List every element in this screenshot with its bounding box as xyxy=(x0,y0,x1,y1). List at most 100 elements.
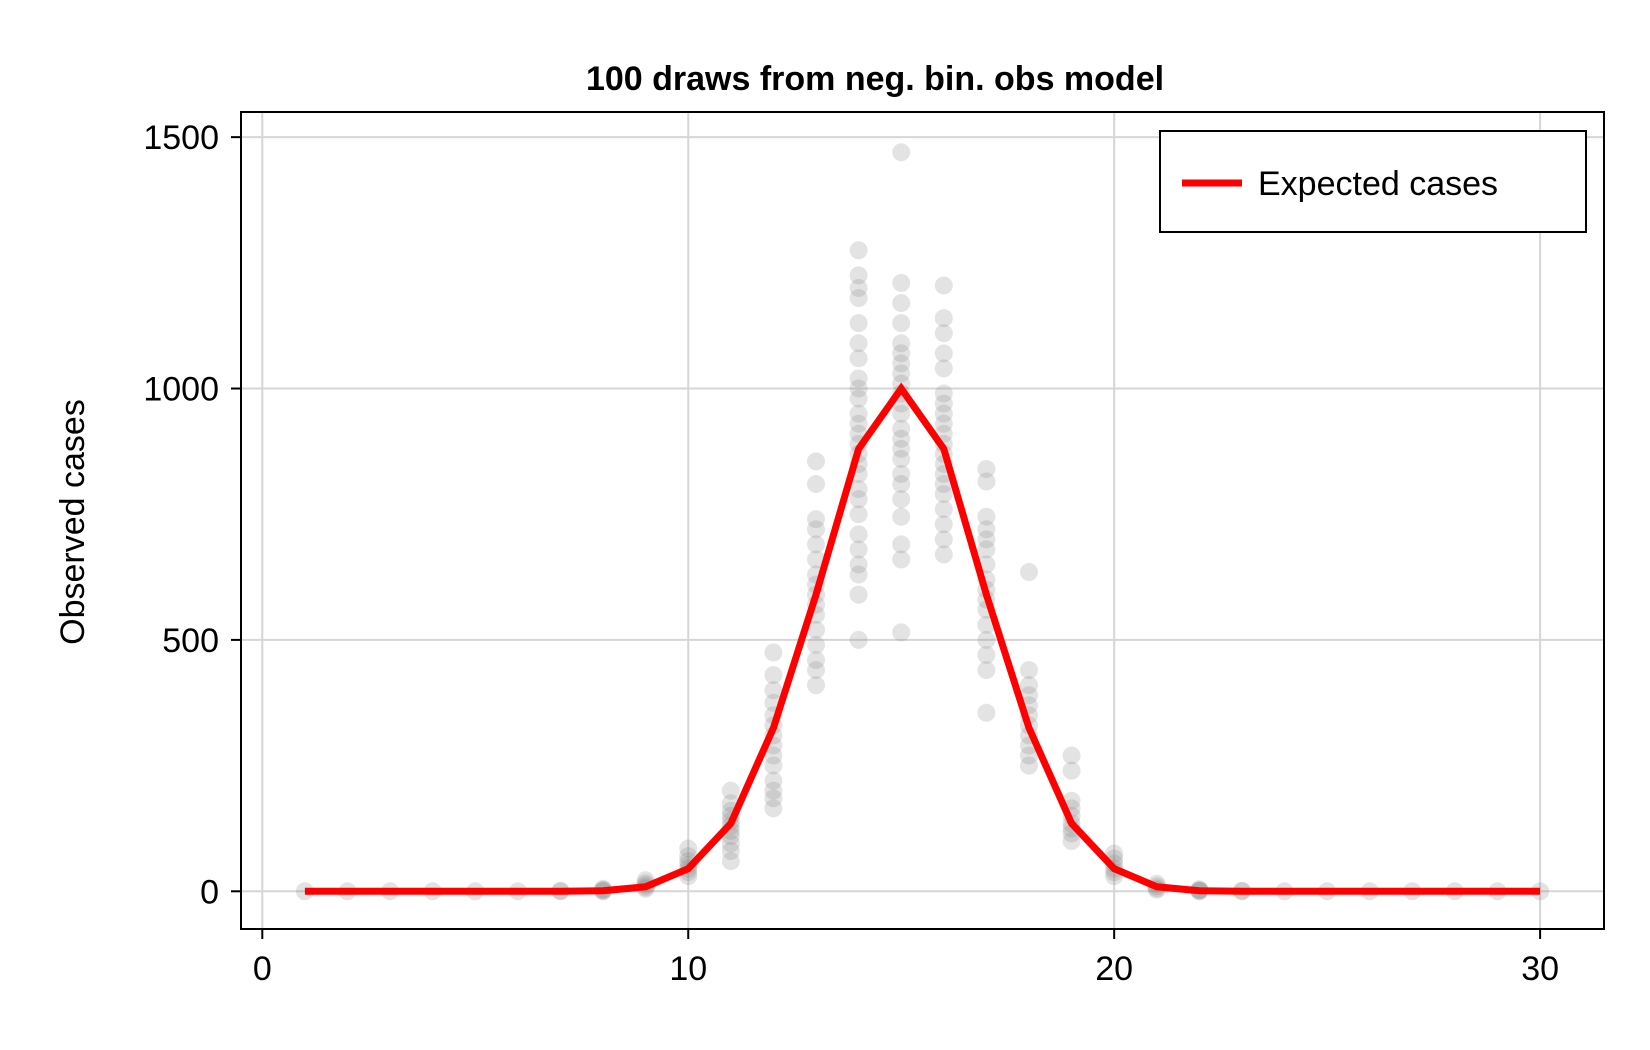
draw-point xyxy=(977,540,996,559)
y-axis-title: Observed cases xyxy=(54,399,92,645)
y-tick-label: 500 xyxy=(162,622,219,660)
draw-point xyxy=(1062,746,1081,765)
draw-point xyxy=(934,276,953,295)
draw-point xyxy=(721,842,740,861)
draw-point xyxy=(849,334,868,353)
x-tick-label: 20 xyxy=(1095,950,1133,988)
draw-point xyxy=(934,384,953,403)
draw-point xyxy=(977,520,996,539)
draw-point xyxy=(807,510,826,529)
draw-point xyxy=(977,661,996,680)
draw-point xyxy=(892,294,911,313)
draw-point xyxy=(807,635,826,654)
draw-point xyxy=(849,349,868,368)
draw-point xyxy=(849,585,868,604)
draw-point xyxy=(807,661,826,680)
draw-point xyxy=(934,530,953,549)
draw-point xyxy=(892,475,911,494)
draw-point xyxy=(849,525,868,544)
draw-point xyxy=(807,520,826,539)
draw-point xyxy=(934,309,953,328)
draw-point xyxy=(977,630,996,649)
draw-point xyxy=(764,771,783,790)
draw-point xyxy=(934,344,953,363)
plot-frame xyxy=(240,111,1605,930)
draw-point xyxy=(892,334,911,353)
draw-point xyxy=(1019,686,1038,705)
draw-point xyxy=(892,449,911,468)
draw-point xyxy=(721,834,740,853)
draw-point xyxy=(1062,832,1081,851)
draw-point xyxy=(1062,761,1081,780)
expected-cases-series xyxy=(304,382,1541,895)
draw-point xyxy=(721,852,740,871)
draw-point xyxy=(849,379,868,398)
draw-point xyxy=(764,789,783,808)
draw-point xyxy=(849,241,868,260)
draw-point xyxy=(1019,746,1038,765)
draw-point xyxy=(807,452,826,471)
draw-point xyxy=(934,545,953,564)
y-tick-label: 0 xyxy=(200,873,219,911)
draw-point xyxy=(934,414,953,433)
draw-point xyxy=(849,540,868,559)
draw-point xyxy=(892,354,911,373)
draw-point xyxy=(807,676,826,695)
draw-point xyxy=(849,278,868,297)
draw-point xyxy=(892,623,911,642)
draw-point xyxy=(807,651,826,670)
draw-point xyxy=(807,620,826,639)
draw-points xyxy=(295,143,1550,901)
draw-point xyxy=(1019,676,1038,695)
draw-point xyxy=(807,535,826,554)
y-axis: 0 500 1000 1500 xyxy=(143,119,241,911)
draw-point xyxy=(1019,756,1038,775)
draw-point xyxy=(764,781,783,800)
draw-point xyxy=(977,645,996,664)
draw-point xyxy=(849,369,868,388)
draw-point xyxy=(764,756,783,775)
draw-point xyxy=(849,565,868,584)
draw-point xyxy=(1019,661,1038,680)
draw-point xyxy=(934,324,953,343)
draw-point xyxy=(892,404,911,423)
draw-point xyxy=(977,530,996,549)
draw-point xyxy=(934,475,953,494)
draw-point xyxy=(1019,563,1038,582)
draw-point xyxy=(977,615,996,634)
draw-point xyxy=(977,703,996,722)
draw-point xyxy=(849,490,868,509)
draw-point xyxy=(807,550,826,569)
chart-title: 100 draws from neg. bin. obs model xyxy=(586,60,1164,98)
expected-cases-line xyxy=(304,382,1541,895)
y-tick-label: 1000 xyxy=(143,371,219,409)
draw-point xyxy=(934,404,953,423)
legend-label-expected-cases: Expected cases xyxy=(1258,165,1498,203)
draw-point xyxy=(764,666,783,685)
draw-point xyxy=(892,550,911,569)
draw-point xyxy=(849,389,868,408)
x-axis: 0 10 20 30 xyxy=(253,929,1559,988)
draw-point xyxy=(892,364,911,383)
draw-point xyxy=(849,414,868,433)
draw-point xyxy=(892,419,911,438)
x-tick-label: 30 xyxy=(1521,950,1559,988)
draw-point xyxy=(849,404,868,423)
draw-point xyxy=(764,799,783,818)
draw-point xyxy=(849,505,868,524)
draw-point xyxy=(721,781,740,800)
draw-point xyxy=(892,490,911,509)
grid-lines xyxy=(241,112,1604,929)
draw-point xyxy=(934,394,953,413)
draw-point xyxy=(764,643,783,662)
draw-point xyxy=(977,459,996,478)
draw-point xyxy=(892,344,911,363)
draw-point xyxy=(934,515,953,534)
draw-point xyxy=(849,480,868,499)
draw-point xyxy=(892,143,911,162)
legend: Expected cases xyxy=(1159,130,1587,233)
draw-point xyxy=(892,314,911,333)
draw-point xyxy=(807,475,826,494)
draw-point xyxy=(679,839,698,858)
